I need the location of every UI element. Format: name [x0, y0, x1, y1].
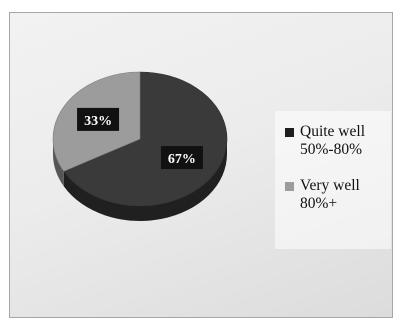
legend-swatch-1 — [285, 182, 294, 191]
data-label-box-1 — [77, 107, 120, 131]
pie-slice-0 — [63, 71, 228, 207]
data-label-1: 33% — [77, 107, 120, 131]
legend-entry-0: Quite well 50%-80% — [285, 123, 391, 159]
legend-swatch-0 — [285, 128, 294, 137]
legend-entry-1: Very well 80%+ — [285, 177, 391, 213]
legend-label-0: Quite well 50%-80% — [300, 123, 365, 158]
legend-label-1: Very well 80%+ — [300, 177, 360, 212]
data-label-text-0: 67% — [168, 152, 196, 167]
pie-chart: 67% 33% — [52, 71, 228, 221]
legend: Quite well 50%-80% Very well 80%+ — [275, 111, 391, 249]
data-label-0: 67% — [160, 146, 203, 170]
pie-data-labels: 67% 33% — [77, 107, 203, 170]
pie-slices — [52, 71, 228, 207]
chart-area: 67% 33% Quite well 50%-80% Very well 80%+ — [9, 12, 393, 318]
data-label-box-0 — [160, 146, 203, 170]
data-label-text-1: 33% — [84, 114, 112, 129]
